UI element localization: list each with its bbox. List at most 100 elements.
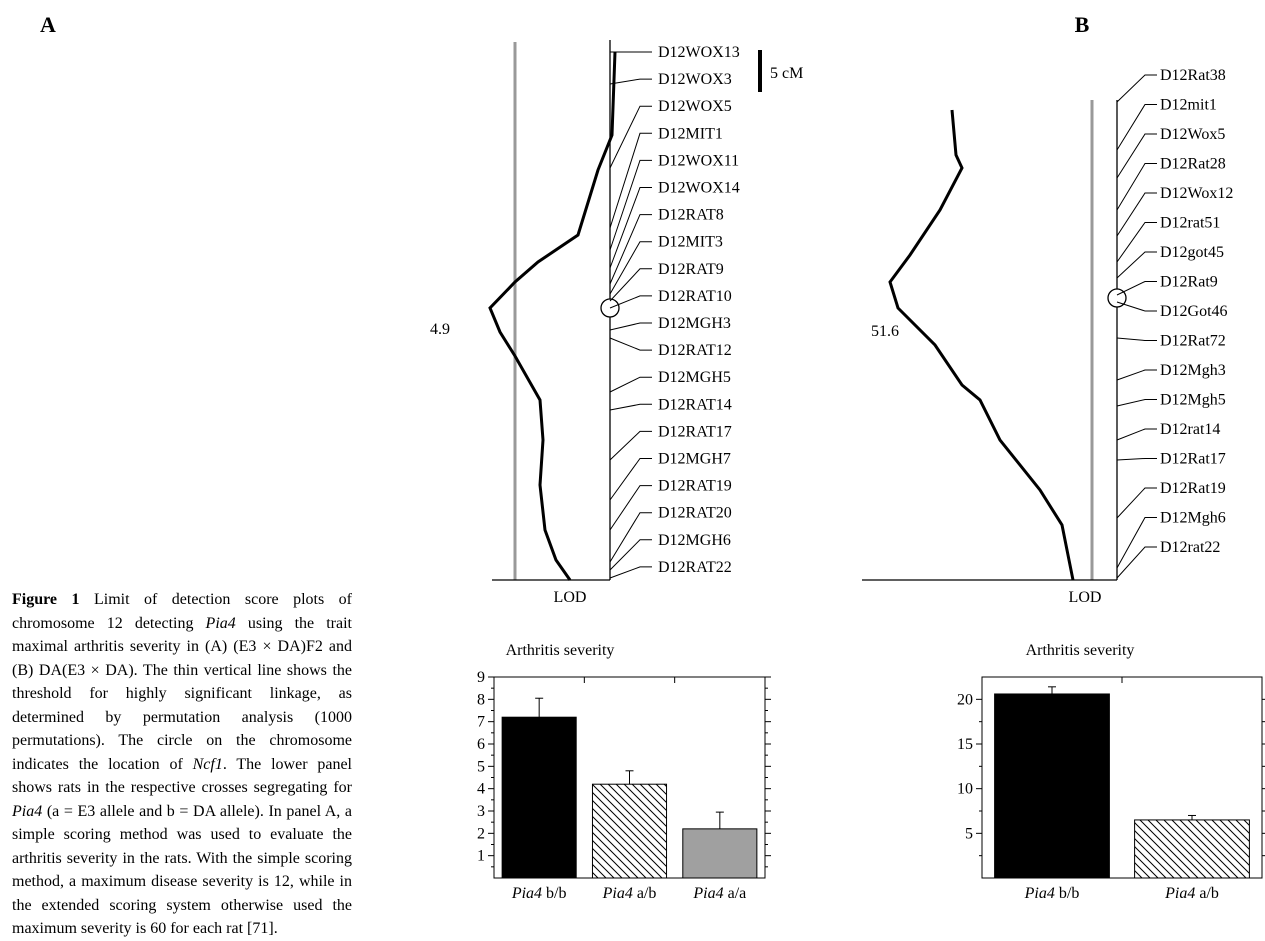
marker-connector — [1116, 251, 1157, 279]
marker-label: D12Wox5 — [1160, 126, 1225, 143]
marker-connector — [609, 295, 652, 309]
peak-lod-b: 51.6 — [871, 323, 899, 340]
scale-bar-label: 5 cM — [770, 65, 803, 82]
gene-name: Ncf1 — [192, 755, 223, 773]
marker-connector — [609, 376, 652, 393]
marker-connector — [609, 268, 652, 302]
marker-connector — [1116, 458, 1157, 461]
marker-connector — [609, 132, 652, 229]
marker-connector — [1116, 281, 1157, 296]
gene-name: Pia4 — [12, 802, 43, 820]
lod-curve-b — [888, 109, 1075, 581]
marker-label: D12MIT1 — [658, 125, 723, 142]
panel-a: A LOD 4.9 D12WOX13D12WOX3D12WOX5D12MIT1D… — [40, 12, 803, 606]
panel-b: B LOD 51.6 D12Rat38 D12mit1 D12Wox5 D12Rat2… — [862, 12, 1233, 606]
marker-label: D12RAT12 — [658, 342, 732, 359]
marker-label: D12mit1 — [1160, 97, 1217, 114]
y-tick-label: 6 — [477, 736, 485, 753]
marker-connector — [1116, 222, 1157, 263]
lod-label-b: LOD — [1069, 589, 1102, 606]
marker-label: D12WOX11 — [658, 152, 739, 169]
peak-lod-a: 4.9 — [430, 321, 450, 338]
marker-label: D12RAT9 — [658, 261, 724, 278]
marker-label: D12RAT14 — [658, 396, 732, 413]
panel-b-letter: B — [1075, 12, 1090, 37]
marker-label: D12WOX13 — [658, 44, 740, 61]
x-category-label: Pia4 a/b — [1164, 885, 1219, 902]
marker-label: D12MGH6 — [658, 532, 731, 549]
marker-label: D12RAT20 — [658, 505, 732, 522]
gene-name: Pia4 — [1164, 885, 1195, 902]
marker-connector — [609, 512, 652, 563]
marker-connector — [1116, 369, 1157, 381]
marker-connector — [609, 430, 652, 461]
marker-label: D12Rat9 — [1160, 274, 1218, 291]
marker-connector — [609, 403, 652, 411]
marker-label: D12MGH3 — [658, 315, 731, 332]
marker-label: D12got45 — [1160, 244, 1224, 261]
y-tick-label: 20 — [957, 691, 973, 708]
figure-caption: Figure 1 Limit of detection score plots … — [12, 588, 352, 941]
caption-text: Limit of detection score plots of chromo… — [12, 591, 352, 937]
marker-label: D12RAT19 — [658, 478, 732, 495]
y-tick-label: 7 — [477, 714, 485, 731]
marker-label: D12MIT3 — [658, 234, 723, 251]
marker-connector — [1116, 487, 1157, 519]
panel-a-letter: A — [40, 12, 56, 37]
marker-label: D12MGH5 — [658, 369, 731, 386]
marker-label: D12Mgh3 — [1160, 362, 1226, 379]
bar — [682, 828, 758, 879]
marker-label: D12RAT17 — [658, 423, 732, 440]
genotype: b/b — [542, 885, 566, 902]
marker-label: D12RAT22 — [658, 559, 732, 576]
marker-label: D12rat14 — [1160, 421, 1220, 438]
bar — [1134, 819, 1250, 879]
y-tick-label: 8 — [477, 691, 485, 708]
marker-connector — [1116, 163, 1157, 211]
marker-connector — [609, 105, 652, 169]
y-tick-label: 4 — [477, 781, 485, 798]
marker-label: D12WOX3 — [658, 71, 732, 88]
marker-connector — [609, 187, 652, 269]
marker-label: D12rat22 — [1160, 539, 1220, 556]
marker-connector — [609, 214, 652, 285]
bar-chart-a-title: Arthritis severity — [506, 642, 615, 659]
marker-connector — [609, 337, 652, 351]
marker-connector — [1116, 399, 1157, 407]
bar-chart-b-title: Arthritis severity — [1026, 642, 1135, 659]
marker-connector — [609, 159, 652, 251]
x-category-label: Pia4 a/b — [602, 885, 657, 902]
gene-name: Pia4 — [602, 885, 633, 902]
marker-label: D12Got46 — [1160, 303, 1228, 320]
ncf1-locus-marker-b — [1107, 288, 1127, 308]
marker-label: D12rat51 — [1160, 215, 1220, 232]
marker-connector — [609, 539, 652, 571]
marker-connector — [609, 458, 652, 501]
marker-label: D12Rat72 — [1160, 333, 1226, 350]
gene-name: Pia4 — [511, 885, 542, 902]
caption-segment: Limit of detection score plots of chromo… — [12, 591, 353, 632]
marker-connector — [609, 78, 652, 85]
marker-label: D12Mgh5 — [1160, 392, 1226, 409]
genotype: b/b — [1055, 885, 1079, 902]
marker-label: D12Wox12 — [1160, 185, 1233, 202]
marker-connector — [1116, 133, 1157, 179]
x-category-label: Pia4 a/a — [692, 885, 746, 902]
marker-connector — [609, 322, 652, 331]
marker-label: D12WOX14 — [658, 180, 740, 197]
y-tick-label: 10 — [957, 781, 973, 798]
figure-label: Figure 1 — [12, 591, 80, 608]
marker-connector — [1116, 192, 1157, 237]
y-tick-label: 5 — [477, 758, 485, 775]
marker-label: D12Rat19 — [1160, 480, 1226, 497]
marker-label: D12WOX5 — [658, 98, 732, 115]
marker-connector — [1116, 74, 1157, 103]
marker-label: D12RAT10 — [658, 288, 732, 305]
gene-name: Pia4 — [205, 614, 236, 632]
bar — [591, 783, 668, 879]
y-tick-label: 2 — [477, 825, 485, 842]
gene-name: Pia4 — [1024, 885, 1055, 902]
figure-graphics: A LOD 4.9 D12WOX13 D12WOX3 D12WOX5 D12MIT1 D… — [40, 12, 1265, 902]
marker-label: D12Mgh6 — [1160, 510, 1226, 527]
